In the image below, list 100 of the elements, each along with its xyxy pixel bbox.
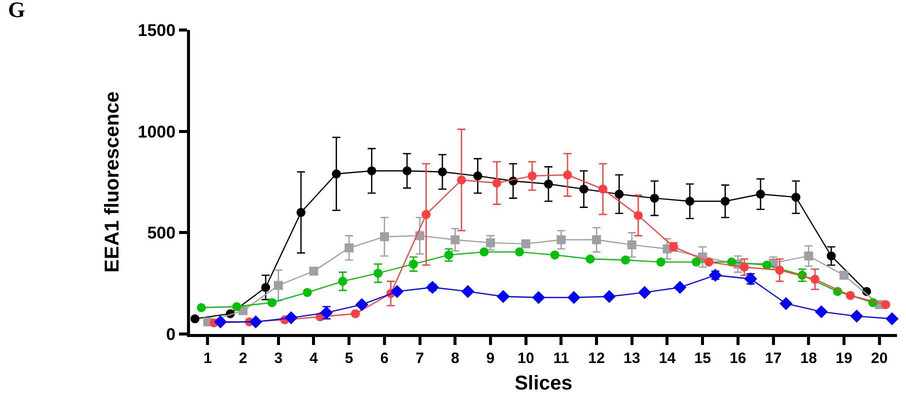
point	[380, 232, 389, 242]
point	[791, 192, 800, 202]
point	[656, 258, 666, 267]
x-tick-label: 18	[800, 350, 817, 367]
x-tick-label: 10	[517, 350, 534, 367]
point	[486, 238, 495, 248]
point	[480, 247, 489, 256]
x-tick-label: 20	[870, 350, 888, 367]
point	[881, 300, 890, 310]
y-tick-label: 1500	[138, 20, 176, 40]
point	[673, 280, 686, 294]
point	[592, 235, 602, 244]
point	[740, 262, 749, 272]
x-tick-label: 12	[588, 350, 605, 367]
point	[496, 290, 510, 304]
point	[355, 298, 368, 312]
point	[579, 184, 588, 194]
point	[408, 260, 418, 269]
point	[261, 282, 270, 292]
point	[756, 190, 766, 199]
point	[450, 235, 460, 244]
point	[621, 256, 630, 265]
x-tick-label: 8	[450, 350, 460, 367]
point	[602, 290, 616, 304]
x-axis-title: Slices	[514, 372, 572, 394]
point	[692, 258, 701, 267]
x-tick-label: 11	[553, 350, 570, 367]
point	[438, 167, 447, 176]
point	[232, 302, 242, 312]
point	[302, 288, 312, 297]
x-tick-label: 6	[380, 350, 389, 367]
point	[296, 208, 306, 217]
y-axis-title: EEA1 fluorescence	[101, 91, 124, 273]
point	[846, 290, 855, 300]
point	[634, 210, 643, 220]
point	[704, 258, 714, 267]
point	[550, 250, 560, 260]
x-tick-label: 16	[730, 350, 746, 367]
point	[638, 286, 652, 299]
point	[456, 175, 466, 184]
point	[814, 305, 828, 318]
y-tick-label: 500	[147, 224, 176, 243]
point	[532, 291, 546, 304]
x-tick-label: 1	[204, 350, 212, 367]
point	[567, 291, 580, 304]
x-tick-label: 17	[764, 350, 782, 367]
point	[344, 243, 354, 252]
point	[214, 315, 227, 328]
x-tick-label: 4	[310, 350, 319, 367]
y-tick-label: 1000	[138, 122, 176, 142]
point	[563, 170, 572, 180]
point	[422, 210, 431, 219]
point	[268, 298, 277, 308]
point	[650, 194, 659, 203]
point	[614, 190, 624, 199]
point	[284, 311, 298, 324]
point	[350, 309, 360, 318]
point	[804, 251, 814, 260]
point	[338, 276, 348, 286]
point	[390, 284, 404, 298]
point	[528, 171, 537, 180]
point	[762, 260, 772, 270]
point	[309, 266, 318, 276]
point	[780, 297, 792, 310]
point	[521, 239, 530, 248]
x-tick-label: 14	[658, 350, 676, 367]
x-tick-label: 9	[486, 350, 495, 367]
x-tick-label: 15	[694, 350, 711, 367]
x-tick-label: 2	[238, 350, 248, 367]
point	[556, 235, 566, 244]
point	[461, 284, 474, 298]
point	[402, 166, 412, 176]
point	[514, 247, 524, 256]
point	[886, 312, 899, 326]
x-tick-label: 19	[836, 350, 852, 367]
point	[810, 274, 820, 284]
y-tick-label: 0	[166, 324, 176, 344]
point	[839, 270, 848, 280]
point	[598, 184, 608, 194]
point	[720, 196, 730, 206]
x-tick-label: 5	[344, 350, 354, 367]
point	[190, 314, 200, 324]
text: G	[8, 0, 26, 22]
x-tick-label: 13	[624, 350, 640, 367]
point	[274, 280, 283, 290]
point	[492, 178, 502, 188]
point	[850, 310, 864, 323]
point	[332, 169, 341, 178]
point	[374, 268, 383, 278]
point	[627, 240, 636, 250]
x-tick-label: 3	[274, 350, 283, 367]
x-tick-label: 7	[416, 350, 424, 367]
point	[544, 180, 553, 189]
point	[426, 280, 439, 294]
point	[586, 254, 595, 264]
point	[249, 315, 262, 328]
point	[473, 171, 482, 180]
point	[775, 266, 784, 275]
point	[826, 251, 836, 260]
point	[196, 303, 206, 312]
